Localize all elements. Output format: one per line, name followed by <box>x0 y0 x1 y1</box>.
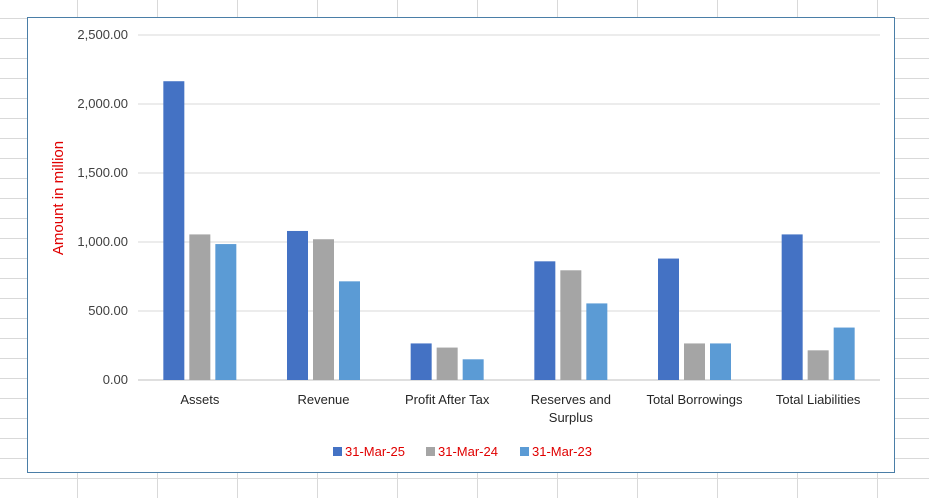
bar <box>781 234 803 380</box>
y-tick-label: 2,500.00 <box>77 27 128 42</box>
bar <box>313 239 334 380</box>
bar <box>189 234 211 380</box>
y-axis-label: Amount in million <box>50 141 67 255</box>
y-tick-label: 1,000.00 <box>77 234 128 249</box>
bars <box>163 81 855 381</box>
bar <box>534 261 556 380</box>
legend-swatch <box>520 447 529 456</box>
x-category-label: Profit After Tax <box>405 392 490 407</box>
x-category-label: Total Borrowings <box>646 392 743 407</box>
x-category-label: Reserves and Surplus <box>531 392 611 425</box>
chart-frame: 0.00 500.00 1,000.00 1,500.00 2,000.00 2,500.… <box>27 17 895 473</box>
bar <box>684 343 705 380</box>
legend-label: 31-Mar-24 <box>438 444 498 459</box>
y-tick-label: 500.00 <box>88 303 128 318</box>
bar <box>287 230 308 380</box>
legend: 31-Mar-25 31-Mar-24 31-Mar-23 <box>333 444 592 459</box>
y-tick-label: 1,500.00 <box>77 165 128 180</box>
bar <box>215 244 237 380</box>
bar <box>410 343 432 380</box>
bar <box>462 359 484 380</box>
y-tick-label: 2,000.00 <box>77 96 128 111</box>
legend-item: 31-Mar-24 <box>426 444 498 459</box>
x-category-label: Assets <box>180 392 220 407</box>
gridlines <box>138 34 880 381</box>
bar <box>833 327 855 380</box>
legend-item: 31-Mar-23 <box>520 444 592 459</box>
x-category-label: Total Liabilities <box>776 392 861 407</box>
bar <box>339 281 360 380</box>
x-category-label: Revenue <box>297 392 349 407</box>
legend-label: 31-Mar-23 <box>532 444 592 459</box>
x-axis-categories: Assets Revenue Profit After Tax Reserves an… <box>180 392 861 425</box>
bar <box>586 303 608 380</box>
bar <box>163 81 185 381</box>
legend-label: 31-Mar-25 <box>345 444 405 459</box>
legend-swatch <box>333 447 342 456</box>
y-axis-ticks: 0.00 500.00 1,000.00 1,500.00 2,000.00 2,500.… <box>77 27 128 387</box>
legend-swatch <box>426 447 435 456</box>
bar <box>807 350 829 380</box>
bar-chart: 0.00 500.00 1,000.00 1,500.00 2,000.00 2,500.… <box>50 27 880 459</box>
y-tick-label: 0.00 <box>103 372 128 387</box>
bar <box>658 258 679 380</box>
bar <box>710 343 731 380</box>
bar <box>560 270 582 380</box>
bar <box>436 347 458 380</box>
legend-item: 31-Mar-25 <box>333 444 405 459</box>
